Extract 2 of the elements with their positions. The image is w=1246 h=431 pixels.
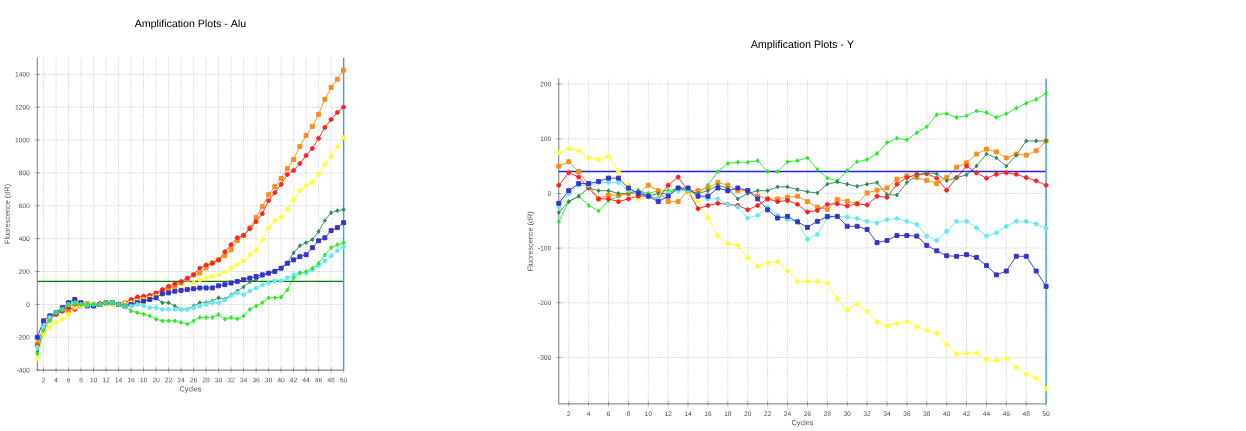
chart-title: Amplification Plots - Y <box>750 40 854 51</box>
chart-title: Amplification Plots - Alu <box>134 19 246 30</box>
